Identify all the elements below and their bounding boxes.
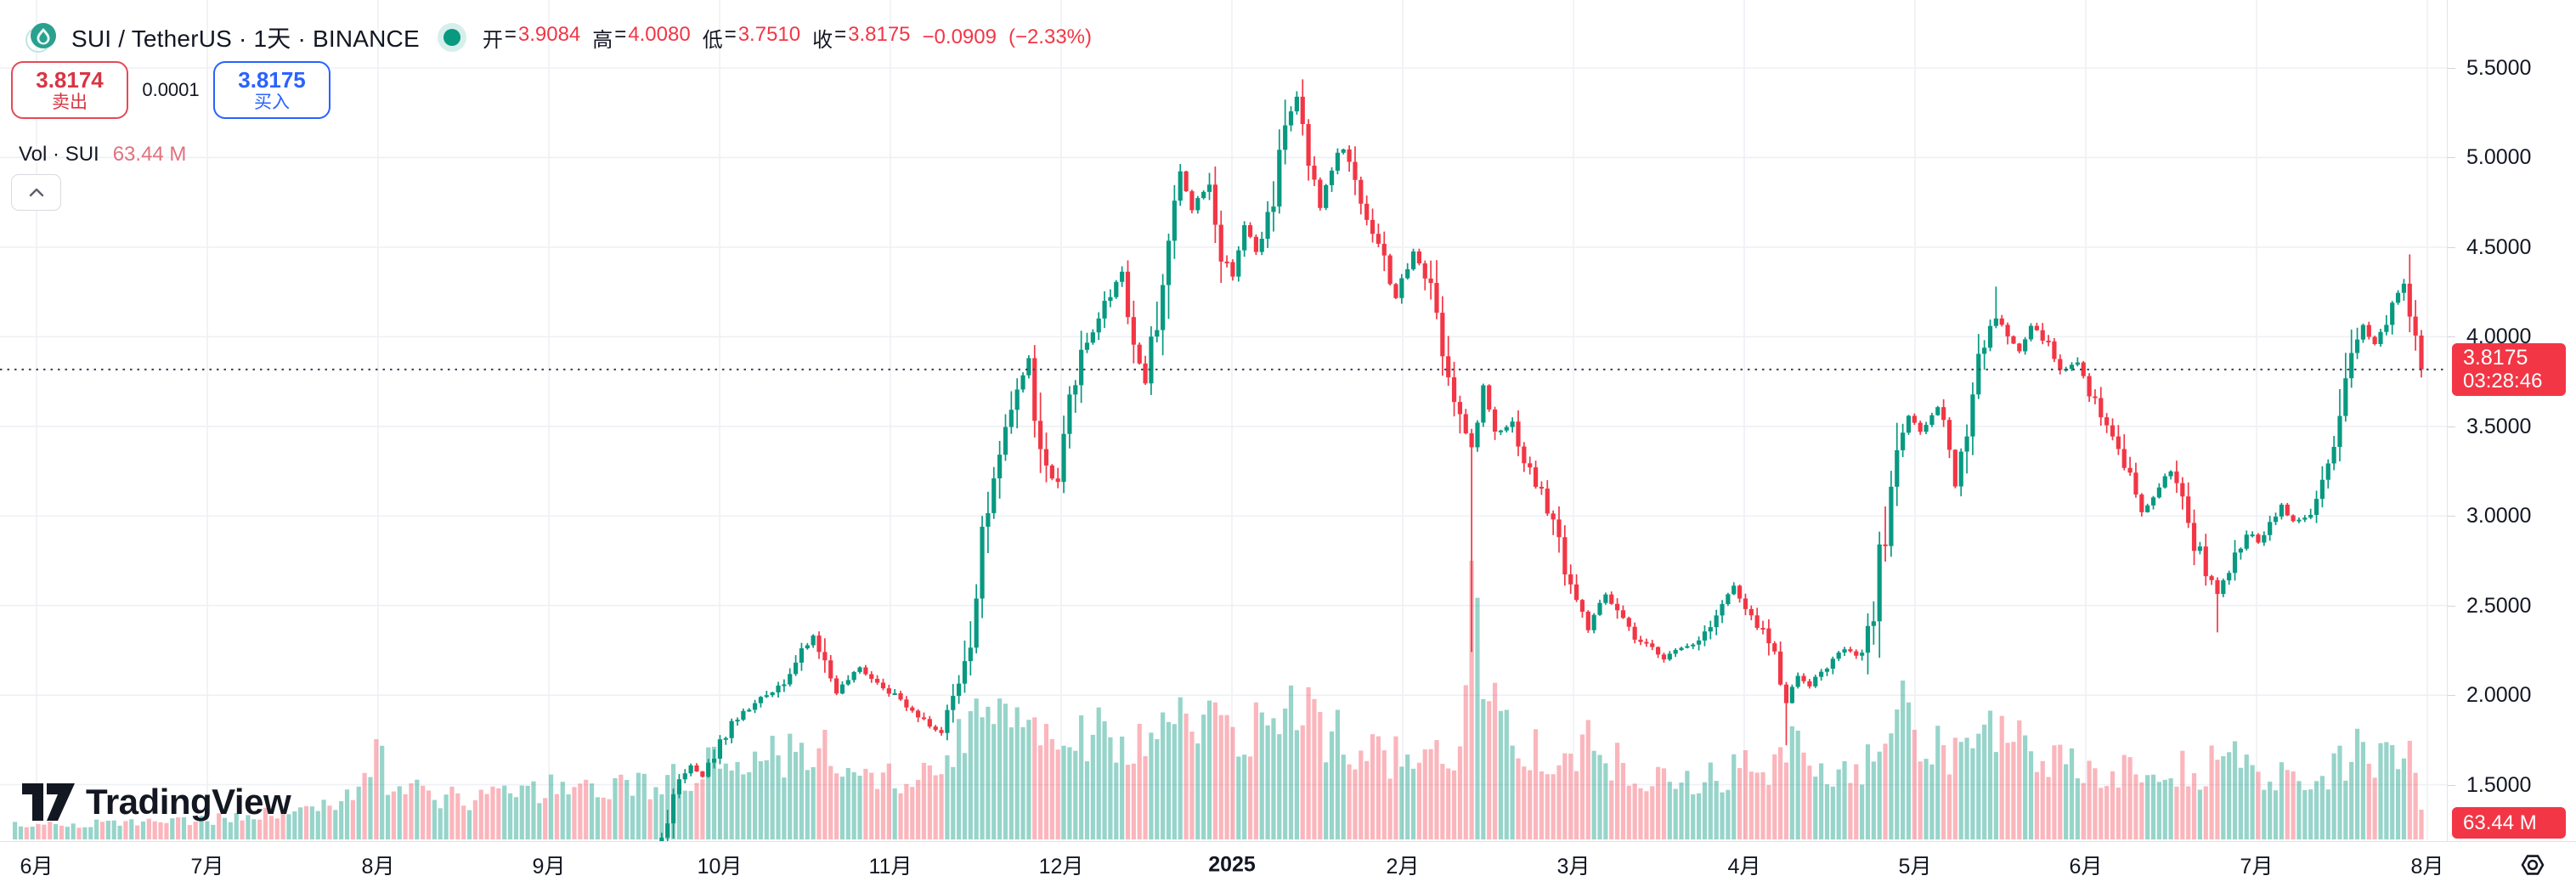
open-value: 3.9084 — [517, 22, 581, 46]
time-tick-label: 4月 — [1727, 855, 1761, 879]
chevron-up-icon — [29, 188, 43, 196]
price-tick-mark — [2448, 784, 2455, 786]
high-value: 4.0080 — [628, 22, 691, 46]
time-tick-label: 7月 — [2240, 855, 2274, 879]
time-tick-label: 9月 — [532, 855, 566, 879]
price-tick-mark — [2448, 695, 2455, 697]
buy-label: 买入 — [254, 92, 290, 112]
ohlc-values: 开 = 3.9084 高 = 4.0080 低 = 3.7510 收 = 3.8175 −0.0… — [482, 22, 1093, 52]
price-tick-mark — [2448, 246, 2455, 248]
price-tick-label: 5.5000 — [2466, 56, 2532, 80]
price-tick-label: 3.5000 — [2466, 414, 2532, 438]
close-label: 收 — [812, 28, 833, 52]
time-tick-label: 8月 — [361, 855, 395, 879]
volume-indicator-label: Vol · SUI — [19, 143, 99, 166]
price-tick-label: 2.5000 — [2466, 593, 2532, 618]
order-panel: 3.8174 卖出 0.0001 3.8175 买入 — [11, 61, 330, 119]
price-axis[interactable]: 3.8175 03:28:46 63.44 M 5.5000 5.0000 4.50… — [2447, 0, 2576, 887]
buy-button[interactable]: 3.8175 买入 — [213, 61, 330, 119]
price-tick-mark — [2448, 68, 2455, 69]
change-value: −0.0909 — [922, 25, 997, 48]
tradingview-logo-icon — [22, 783, 75, 821]
volume-indicator-row: Vol · SUI 63.44 M — [19, 143, 186, 167]
time-tick-label: 6月 — [20, 855, 54, 879]
time-axis-settings-gear-icon[interactable] — [2517, 849, 2549, 881]
price-tick-mark — [2448, 605, 2455, 607]
price-tick-label: 5.0000 — [2466, 145, 2532, 170]
tradingview-logo-text: TradingView — [86, 782, 291, 822]
last-price-label: 3.8175 03:28:46 — [2452, 342, 2566, 396]
time-tick-label: 11月 — [868, 855, 912, 879]
price-tick-label: 2.0000 — [2466, 683, 2532, 708]
time-tick-label: 5月 — [1898, 855, 1932, 879]
price-tick-label: 3.0000 — [2466, 504, 2532, 528]
time-tick-label: 2025 — [1208, 852, 1256, 877]
sui-coin-icon — [22, 19, 59, 56]
price-tick-mark — [2448, 516, 2455, 517]
symbol-header: SUI / TetherUS · 1天 · BINANCE 开 = 3.9084 高… — [22, 17, 1092, 58]
tradingview-logo[interactable]: TradingView — [21, 782, 291, 822]
time-tick-label: 12月 — [1038, 855, 1084, 879]
price-tick-label: 1.5000 — [2466, 772, 2532, 797]
volume-axis-value: 63.44 M — [2463, 811, 2537, 834]
buy-price: 3.8175 — [238, 66, 306, 93]
sell-button[interactable]: 3.8174 卖出 — [11, 61, 128, 119]
time-tick-label: 7月 — [190, 855, 224, 879]
price-tick-label: 4.5000 — [2466, 234, 2532, 259]
volume-indicator-value: 63.44 M — [112, 143, 187, 166]
time-axis[interactable]: 6月 7月 8月 9月 10月 11月 12月 2025 2月 3月 4月 5月 6月 7月 8月 — [0, 841, 2576, 887]
time-tick-label: 3月 — [1556, 855, 1590, 879]
market-open-dot-icon[interactable] — [443, 29, 460, 46]
sell-label: 卖出 — [52, 92, 88, 112]
close-value: 3.8175 — [848, 22, 911, 46]
volume-axis-label: 63.44 M — [2452, 807, 2566, 839]
last-price-value: 3.8175 — [2463, 345, 2528, 370]
price-tick-mark — [2448, 336, 2455, 338]
time-tick-label: 10月 — [697, 855, 743, 879]
high-label: 高 — [592, 28, 613, 52]
low-value: 3.7510 — [737, 22, 801, 46]
spread-value: 0.0001 — [142, 79, 200, 100]
open-label: 开 — [482, 28, 503, 52]
symbol-title[interactable]: SUI / TetherUS · 1天 · BINANCE — [71, 25, 420, 52]
change-percent: (−2.33%) — [1008, 25, 1093, 48]
time-tick-label: 6月 — [2069, 855, 2103, 879]
time-tick-label: 2月 — [1386, 855, 1420, 879]
time-tick-label: 8月 — [2410, 855, 2444, 879]
sell-price: 3.8174 — [36, 66, 104, 93]
bar-countdown: 03:28:46 — [2463, 370, 2543, 393]
collapse-panel-button[interactable] — [11, 174, 61, 211]
price-tick-mark — [2448, 157, 2455, 159]
low-label: 低 — [702, 28, 723, 52]
